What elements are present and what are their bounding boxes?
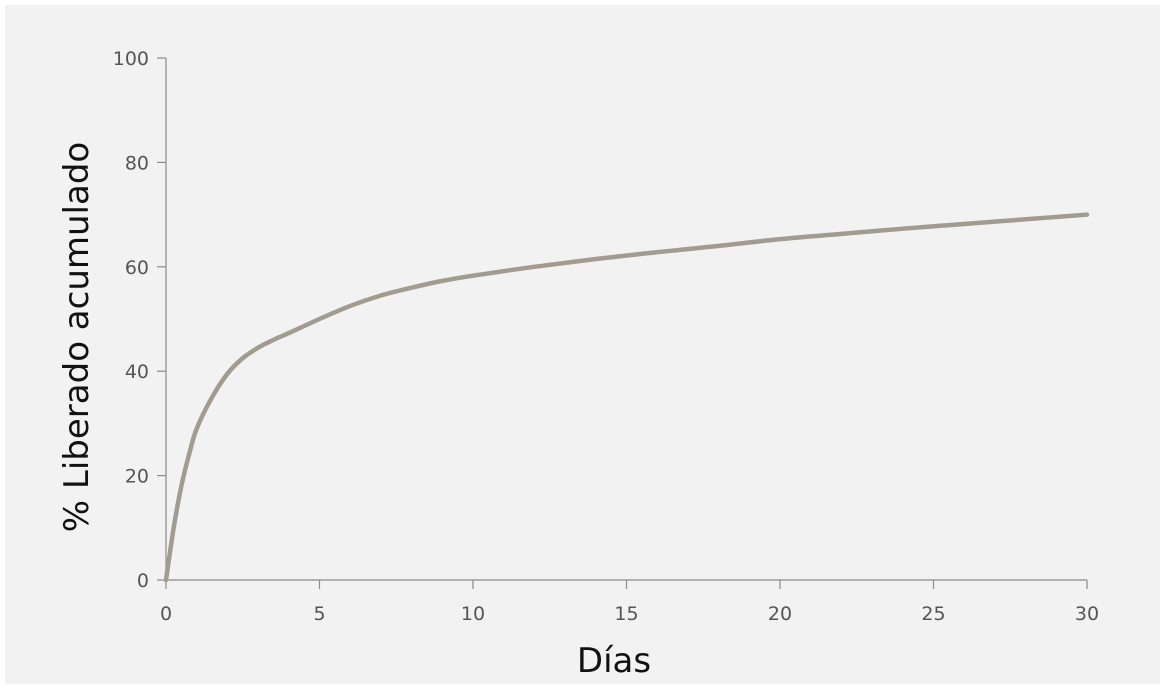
y-tick-label: 20 (125, 466, 149, 488)
x-axis-title: Días (577, 641, 651, 681)
y-tick-label: 0 (137, 570, 149, 592)
x-tick-label: 5 (313, 603, 325, 625)
y-tick-label: 40 (125, 361, 149, 383)
series-layer (163, 212, 1090, 583)
x-tick-label: 25 (921, 603, 945, 625)
x-tick-label: 20 (768, 603, 792, 625)
x-tick-label: 10 (461, 603, 485, 625)
x-tick-label: 15 (614, 603, 638, 625)
axes: 0 20 40 60 80 100 0 5 10 15 20 25 30 (113, 48, 1099, 625)
y-tick-label: 60 (125, 257, 149, 279)
series-line-0 (163, 212, 1090, 583)
x-tick-label: 0 (160, 603, 172, 625)
y-tick-label: 100 (113, 48, 149, 70)
y-axis-title: % Liberado acumulado (57, 142, 97, 532)
x-tick-label: 30 (1075, 603, 1099, 625)
plot-panel-background (5, 5, 1160, 684)
y-tick-label: 80 (125, 152, 149, 174)
